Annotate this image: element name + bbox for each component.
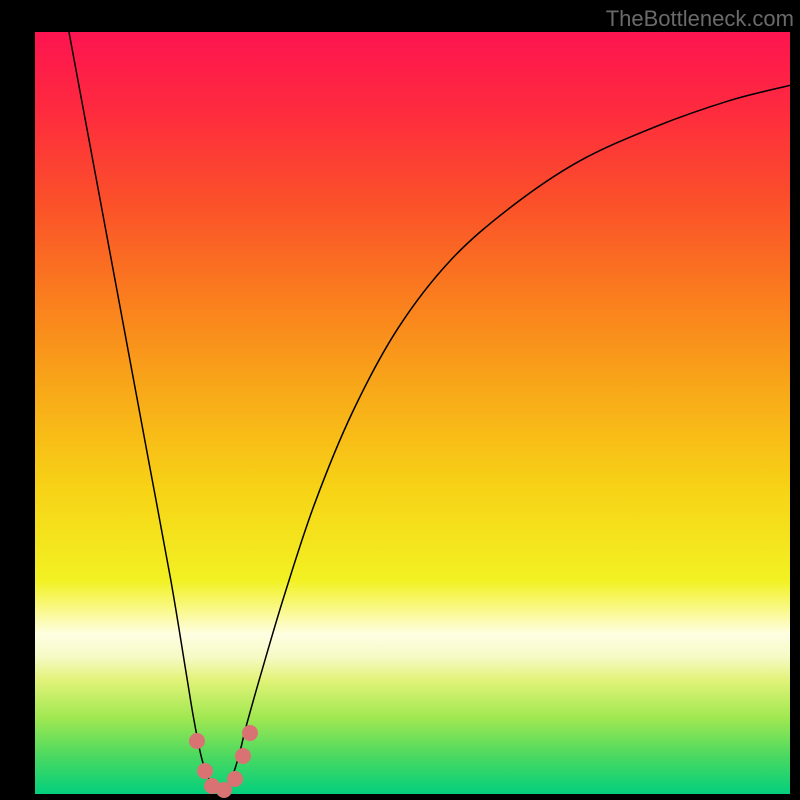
curve-marker — [227, 771, 243, 787]
curve-marker — [189, 733, 205, 749]
curve-marker — [197, 763, 213, 779]
curve-markers — [35, 32, 790, 794]
watermark-label: TheBottleneck.com — [606, 6, 794, 32]
chart-area — [35, 32, 790, 794]
curve-marker — [242, 725, 258, 741]
curve-marker — [235, 748, 251, 764]
